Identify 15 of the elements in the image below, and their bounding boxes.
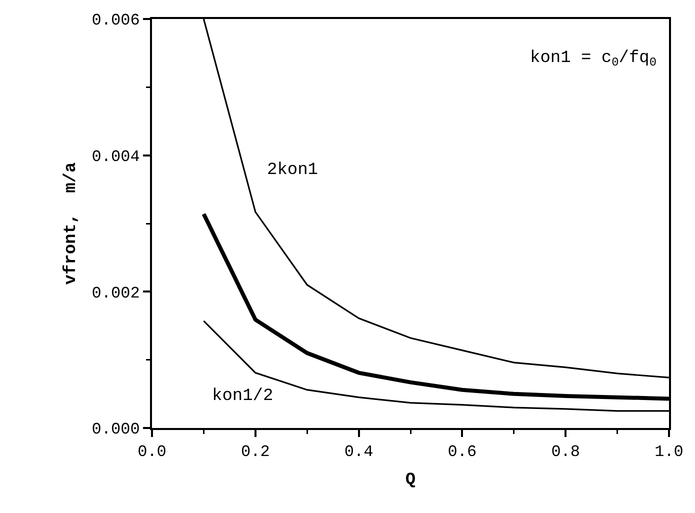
x-axis-title: Q — [405, 471, 416, 490]
x-tick-label: 0.4 — [344, 443, 374, 462]
y-tick-label: 0.004 — [92, 148, 140, 166]
y-tick-label: 0.000 — [92, 420, 140, 439]
series-label: kon1/2 — [212, 387, 274, 406]
x-tick-label: 0.6 — [448, 443, 477, 462]
x-tick-label: 0.2 — [240, 443, 270, 462]
x-tick-label: 0.8 — [551, 443, 580, 462]
x-tick-label: 0.0 — [138, 443, 166, 462]
series-label: 2kon1 — [267, 161, 318, 180]
x-tick-label: 1.0 — [654, 443, 684, 462]
y-tick-label: 0.006 — [92, 12, 140, 30]
y-axis-title: vfront, m/a — [62, 162, 81, 285]
y-tick-label: 0.002 — [92, 284, 140, 302]
annotation: kon1 = c$_{0}$/fq$_{0}$ — [530, 49, 657, 70]
